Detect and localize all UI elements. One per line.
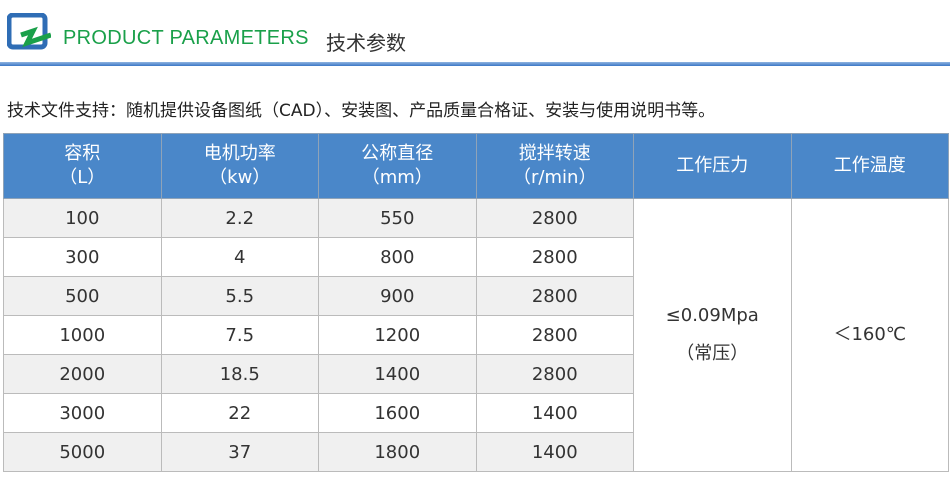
col-name: 公称直径 — [361, 143, 434, 164]
table-row: 5000 37 1800 1400 — [3, 432, 949, 472]
company-logo — [7, 13, 51, 50]
table-cell: 37 — [160, 432, 319, 472]
col-unit: （r/min） — [513, 167, 597, 188]
table-cell: 5.5 — [160, 276, 319, 316]
pressure-cell: ≤0.09Mpa （常压） — [633, 198, 792, 472]
table-cell: 1600 — [318, 393, 477, 433]
title-english: PRODUCT PARAMETERS — [63, 27, 309, 49]
table-cell: 4 — [160, 237, 319, 277]
table-row: 500 5.5 900 2800 — [3, 276, 949, 316]
col-unit: （kw） — [209, 167, 271, 188]
table-row: 100 2.2 550 2800 ≤0.09Mpa （常压） ＜160℃ — [3, 198, 949, 472]
table-cell: 1200 — [318, 315, 477, 355]
table-cell: 800 — [318, 237, 477, 277]
table-cell: 2800 — [475, 276, 634, 316]
table-cell: 1400 — [318, 354, 477, 394]
col-name: 搅拌转速 — [518, 143, 591, 164]
table-cell: 5000 — [3, 432, 162, 472]
col-header-speed: 搅拌转速 （r/min） — [475, 133, 634, 199]
pressure-value: ≤0.09Mpa — [665, 305, 759, 326]
table-cell: 3000 — [3, 393, 162, 433]
col-name: 电机功率 — [203, 143, 276, 164]
table-cell: 1400 — [475, 393, 634, 433]
parameters-table: 容积 （L） 电机功率 （kw） 公称直径 （mm） 搅拌转速 （r/min） 工作压力… — [3, 133, 949, 472]
table-cell: 2800 — [475, 198, 634, 238]
table-cell: 22 — [160, 393, 319, 433]
table-row: 1000 7.5 1200 2800 — [3, 315, 949, 355]
table-cell: 2800 — [475, 237, 634, 277]
table-cell: 7.5 — [160, 315, 319, 355]
table-cell: 100 — [3, 198, 162, 238]
table-cell: 1000 — [3, 315, 162, 355]
table-cell: 1800 — [318, 432, 477, 472]
table-row: 3000 22 1600 1400 — [3, 393, 949, 433]
section-header: PRODUCT PARAMETERS 技术参数 — [0, 0, 950, 66]
table-cell: 300 — [3, 237, 162, 277]
title-chinese: 技术参数 — [326, 31, 406, 55]
col-header-temperature: 工作温度 — [790, 133, 949, 199]
table-cell: 2800 — [475, 315, 634, 355]
table-row: 300 4 800 2800 — [3, 237, 949, 277]
col-name: 容积 — [64, 143, 101, 164]
table-cell: 1400 — [475, 432, 634, 472]
table-cell: 900 — [318, 276, 477, 316]
col-header-power: 电机功率 （kw） — [160, 133, 319, 199]
table-cell: 550 — [318, 198, 477, 238]
table-cell: 2.2 — [160, 198, 319, 238]
temperature-cell: ＜160℃ — [790, 198, 949, 472]
table-cell: 2000 — [3, 354, 162, 394]
col-header-diameter: 公称直径 （mm） — [318, 133, 477, 199]
col-header-pressure: 工作压力 — [633, 133, 792, 199]
table-cell: 500 — [3, 276, 162, 316]
intro-text: 技术文件支持：随机提供设备图纸（CAD）、安装图、产品质量合格证、安装与使用说明… — [7, 101, 716, 121]
header-divider — [0, 62, 950, 66]
pressure-note: （常压） — [676, 343, 749, 364]
col-header-volume: 容积 （L） — [3, 133, 162, 199]
col-unit: （mm） — [361, 167, 433, 188]
table-cell: 18.5 — [160, 354, 319, 394]
table-header-row: 容积 （L） 电机功率 （kw） 公称直径 （mm） 搅拌转速 （r/min） 工作压力… — [3, 133, 949, 199]
col-unit: （L） — [59, 167, 106, 188]
table-row: 2000 18.5 1400 2800 — [3, 354, 949, 394]
table-cell: 2800 — [475, 354, 634, 394]
